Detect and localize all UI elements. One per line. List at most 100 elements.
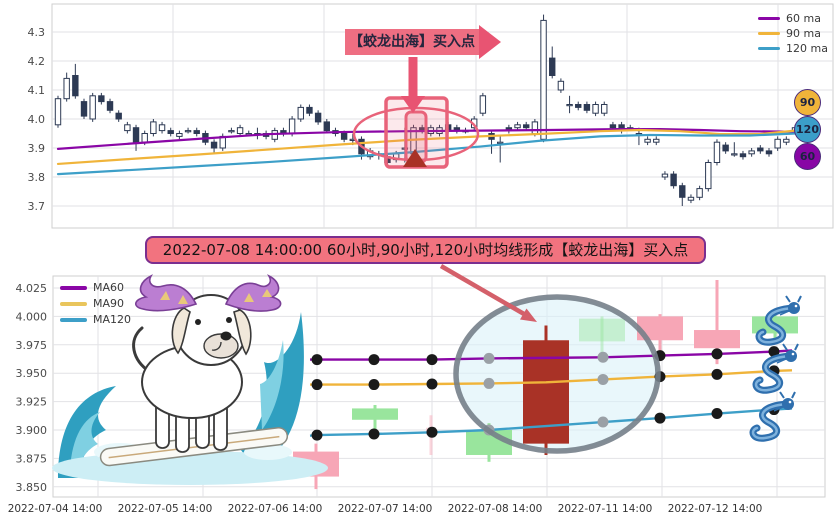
ma-line: [56, 128, 797, 150]
ma-line: [309, 407, 793, 437]
ma90-line-swatch: [60, 301, 87, 306]
ma-dot: [311, 379, 323, 391]
candle-up: [150, 121, 157, 135]
ma-dot: [368, 428, 380, 440]
candle-down: [670, 173, 677, 187]
y-tick-label: 3.900: [16, 424, 48, 437]
candle-down: [722, 144, 729, 152]
candle-up: [228, 130, 235, 133]
x-tick-label: 2022-07-11 14:00: [558, 503, 653, 515]
legend-label: 120 ma: [786, 42, 828, 55]
top-buy-point-annotations: [352, 25, 501, 169]
candle-down: [583, 104, 591, 111]
candle-down: [167, 130, 174, 135]
banner-pointer-arrow: [439, 264, 537, 322]
ma-dot: [483, 352, 495, 364]
candle-up: [158, 124, 166, 132]
callout-right-arrow: [479, 25, 501, 59]
candle-down: [314, 112, 322, 123]
candle-down: [637, 316, 683, 341]
zoom-ellipse-ring: [453, 294, 661, 454]
candle-up: [89, 95, 96, 120]
legend-label: MA120: [93, 313, 132, 326]
y-tick-label: 3.850: [16, 481, 48, 494]
candle-up: [557, 80, 565, 91]
legend-item-ma60: MA60: [60, 281, 131, 294]
candle-up: [54, 98, 62, 126]
candle-down: [210, 141, 218, 149]
ma-dot: [654, 412, 666, 424]
120ma-line-swatch: [758, 47, 780, 50]
candle-down: [132, 127, 140, 143]
ma-dot: [768, 346, 780, 358]
x-tick-label: 2022-07-12 14:00: [668, 503, 763, 515]
ma120-line-swatch: [60, 317, 87, 322]
y-tick-label: 4.3: [28, 26, 46, 39]
y-tick-label: 3.975: [16, 339, 48, 352]
ma-dot: [311, 429, 323, 441]
legend-item-60ma: 60 ma: [758, 12, 828, 25]
ma-line: [56, 128, 797, 166]
ma-dot: [426, 378, 438, 390]
ma-dot: [368, 379, 380, 391]
ma-dot: [597, 416, 609, 428]
candle-up: [479, 95, 487, 114]
ma-line: [56, 132, 797, 176]
ma60-badge: 60: [794, 143, 821, 170]
ma-dot: [483, 377, 495, 389]
x-tick-label: 2022-07-06 14:00: [228, 503, 323, 515]
legend-label: MA60: [93, 281, 125, 294]
candle-up: [540, 19, 547, 140]
candle-down: [679, 185, 686, 198]
x-tick-label: 2022-07-05 14:00: [118, 503, 213, 515]
y-tick-label: 3.875: [16, 452, 48, 465]
candle-up: [601, 104, 608, 114]
y-tick-label: 3.950: [16, 367, 48, 380]
candle-down: [340, 133, 348, 140]
legend-item-90ma: 90 ma: [758, 27, 828, 40]
legend-item-120ma: 120 ma: [758, 42, 828, 55]
candle-down: [694, 330, 740, 349]
candle-up: [566, 104, 573, 107]
y-tick-label: 3.9: [28, 142, 46, 155]
y-tick-label: 3.7: [28, 200, 46, 213]
top-chart-legend: 60 ma 90 ma 120 ma: [758, 12, 828, 55]
candle-down: [757, 147, 764, 152]
legend-label: 90 ma: [786, 27, 821, 40]
candle-down: [98, 95, 105, 103]
ma90-badge-label: 90: [799, 96, 816, 109]
candle-up: [774, 138, 781, 149]
candle-down: [575, 104, 582, 108]
candle-up: [644, 138, 651, 143]
candle-up: [592, 104, 599, 114]
y-tick-label: 4.1: [28, 84, 46, 97]
candle-up: [705, 162, 712, 190]
candle-up: [748, 150, 755, 155]
legend-label: 60 ma: [786, 12, 821, 25]
candle-up: [661, 173, 669, 178]
candle-down: [115, 112, 122, 120]
candle-down: [765, 150, 773, 155]
ma60-line-swatch: [60, 285, 87, 290]
ma120-badge-label: 120: [796, 123, 819, 136]
candle-up: [297, 106, 304, 120]
x-tick-label: 2022-07-04 14:00: [8, 503, 103, 515]
ma-dot: [368, 354, 380, 366]
ma120-badge: 120: [794, 116, 821, 143]
y-tick-label: 4.025: [16, 282, 48, 295]
bottom-chart-legend: MA60 MA90 MA120: [60, 281, 131, 326]
candle-down: [609, 124, 617, 129]
ma60-badge-label: 60: [799, 150, 816, 163]
surfing-dog-illustration: [52, 274, 328, 485]
candle-down: [549, 57, 556, 76]
candle-up: [288, 118, 296, 134]
candle-down: [323, 121, 330, 132]
candle-up: [236, 127, 244, 134]
ma-dot: [597, 373, 609, 385]
buy-marker-triangle: [403, 149, 427, 167]
ma-dot: [597, 351, 609, 363]
candle-up: [579, 318, 625, 342]
candle-up: [687, 196, 695, 201]
buy-point-callout: 【蛟龙出海】买入点: [345, 29, 479, 55]
